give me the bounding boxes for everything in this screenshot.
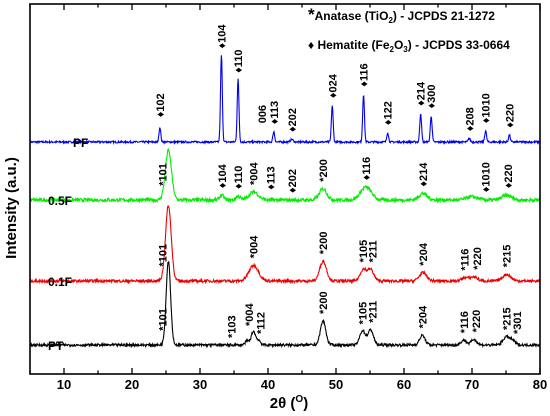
x-axis-ticks: 10 20 30 40 50 60 70 80 [29,4,547,392]
peak-label: *116 [460,249,472,271]
peak-label: *200 [318,291,330,314]
legend: *Anatase (TiO2) - JCPDS 21-1272 ♦ Hematit… [308,5,510,54]
peak-label: *105 [358,302,370,325]
peak-label: ♦1010 [481,162,493,192]
series-label: 0.5F [48,194,72,208]
pattern-pt-line [29,260,541,349]
peak-label: *211 [368,301,380,323]
peak-label: *204 [417,305,429,329]
peak-label: ♦113 [269,101,281,124]
pattern-01f-line [29,205,541,285]
x-tick-label: 50 [329,377,343,392]
peak-label: *204 [418,242,430,266]
axes-frame [29,3,541,375]
peak-label: *101 [158,163,170,186]
peak-label: *211 [368,240,380,262]
peak-label: *215 [501,307,513,330]
peak-label: ♦214 [418,162,430,187]
x-axis-title: 2θ (O) [270,394,308,412]
peak-label: *200 [318,232,330,255]
peak-label: ♦202 [287,169,299,193]
series-label: 0.1F [48,275,72,289]
pattern-pf-line [29,55,541,146]
peak-label: *101 [158,308,170,331]
peak-label: *301 [512,311,524,334]
x-tick-label: 60 [397,377,411,392]
x-tick-label: 40 [261,377,275,392]
peak-label: ♦214 [416,81,428,106]
peak-label: ♦102 [155,93,167,117]
peak-label: ♦116 [359,63,371,86]
x-tick-label: 80 [533,377,547,392]
legend-entry: ♦ Hematite (Fe2O3) - JCPDS 33-0664 [308,38,510,54]
peak-label: ♦024 [327,73,339,98]
peak-label: ♦208 [464,107,476,131]
series-label: PT [48,339,64,353]
series-label: PF [73,136,88,150]
peak-label: ♦110 [233,166,245,189]
x-tick-label: 10 [57,377,71,392]
x-tick-label: 30 [193,377,207,392]
peak-label: *215 [502,245,514,268]
peak-label: *004 [249,235,261,259]
peak-label: *105 [358,240,370,263]
peak-label: ♦110 [233,50,245,73]
peak-label: ♦220 [504,104,516,128]
peak-label: *004 [249,161,261,185]
plot-area [29,55,541,349]
pattern-05f-line [29,148,541,204]
peak-label: *101 [158,244,170,267]
peak-label: ♦122 [383,101,395,125]
peak-label: *220 [472,247,484,270]
peak-label: ♦220 [503,164,515,188]
y-axis-title: Intensity (a.u.) [3,157,20,259]
peak-label: ♦300 [426,85,438,109]
x-tick-label: 70 [465,377,479,392]
peak-label: 006 [257,105,269,123]
x-tick-label: 20 [125,377,139,392]
peak-label: ♦113 [266,166,278,189]
peak-label: *116 [459,311,471,333]
peak-label: ♦1010 [481,93,493,123]
peak-label: ♦202 [287,108,299,132]
peak-label: *103 [226,315,238,338]
peak-label: ♦116 [361,157,373,180]
peak-label: *112 [256,312,268,334]
plot-border [29,3,541,375]
peak-label: *200 [318,159,330,182]
peak-label: ♦104 [217,163,229,188]
peak-label: *004 [244,302,256,326]
peak-label: ♦104 [216,24,228,49]
peak-label: *220 [471,310,483,333]
legend-entry: *Anatase (TiO2) - JCPDS 21-1272 [308,5,495,25]
